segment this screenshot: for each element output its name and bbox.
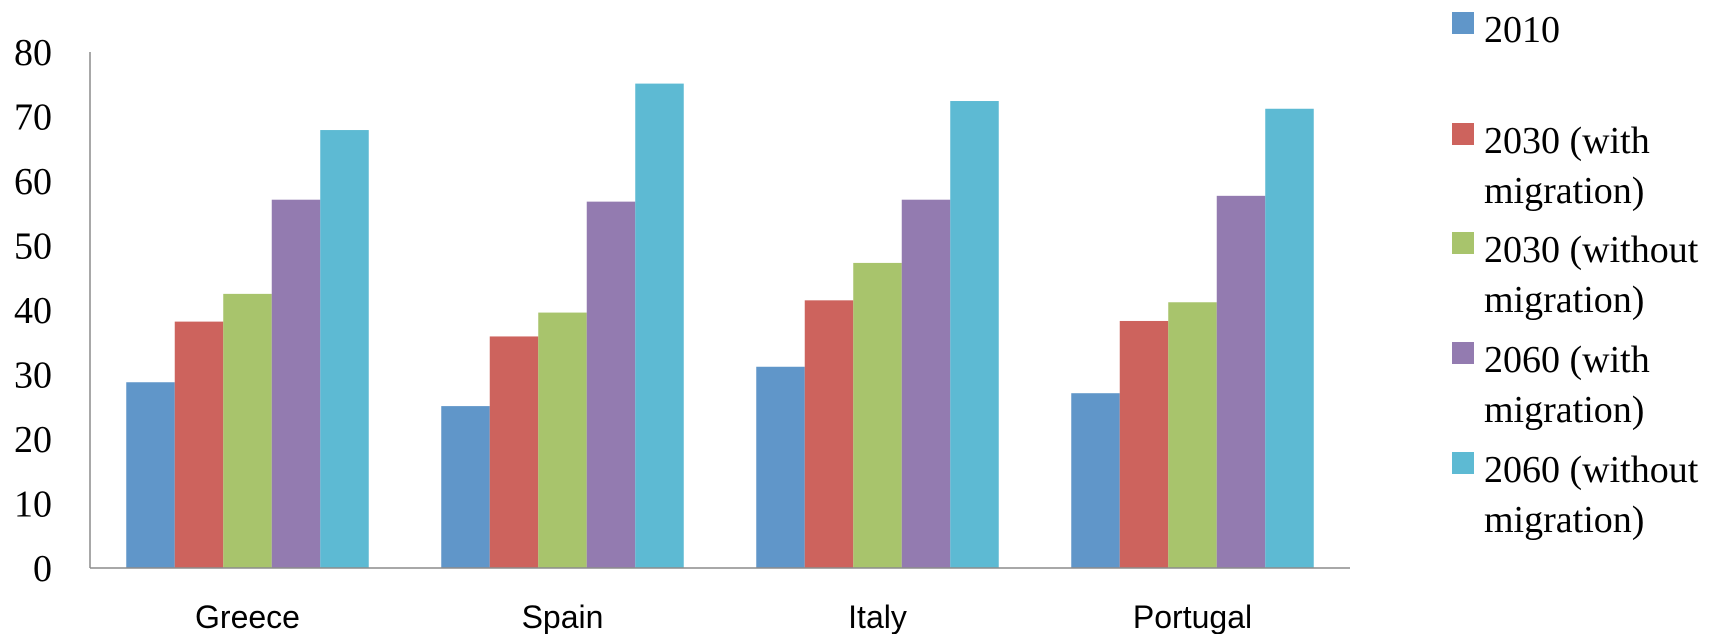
legend-label: 2060 (with bbox=[1484, 339, 1650, 381]
y-tick-label: 0 bbox=[33, 548, 52, 590]
bar-italy-series-2 bbox=[804, 300, 854, 568]
y-tick-label: 50 bbox=[14, 226, 52, 268]
legend: 2010 2030 (with migration) 2030 (without mig… bbox=[1452, 9, 1699, 541]
bar-spain-series-3 bbox=[538, 312, 587, 568]
bar-greece-series-1 bbox=[126, 382, 175, 568]
legend-label: 2010 bbox=[1484, 9, 1560, 51]
legend-swatch bbox=[1452, 232, 1474, 254]
bar-greece-series-4 bbox=[271, 199, 321, 568]
bars bbox=[126, 83, 1314, 569]
y-tick-label: 10 bbox=[14, 484, 52, 526]
legend-label: 2060 (without bbox=[1484, 449, 1699, 491]
bar-portugal-series-2 bbox=[1119, 320, 1169, 568]
bar-spain-series-5 bbox=[635, 83, 684, 568]
legend-label: migration) bbox=[1484, 499, 1644, 541]
x-category-label: Spain bbox=[522, 599, 604, 634]
bar-portugal-series-1 bbox=[1071, 393, 1120, 568]
legend-label: migration) bbox=[1484, 389, 1644, 431]
y-tick-label: 60 bbox=[14, 161, 52, 203]
legend-swatch bbox=[1452, 342, 1474, 364]
legend-label: 2030 (with bbox=[1484, 120, 1650, 162]
x-category-label: Italy bbox=[848, 599, 907, 634]
bar-italy-series-1 bbox=[756, 366, 805, 568]
legend-swatch bbox=[1452, 123, 1474, 145]
bar-greece-series-3 bbox=[223, 293, 272, 568]
bar-italy-series-4 bbox=[901, 199, 951, 568]
bar-italy-series-5 bbox=[950, 101, 999, 569]
x-category-label: Portugal bbox=[1133, 599, 1252, 634]
x-category-label: Greece bbox=[195, 599, 300, 634]
bar-spain-series-1 bbox=[441, 406, 490, 568]
bar-portugal-series-4 bbox=[1216, 195, 1266, 568]
legend-swatch bbox=[1452, 452, 1474, 474]
y-tick-label: 70 bbox=[14, 97, 52, 139]
legend-label: 2030 (without bbox=[1484, 229, 1699, 271]
bar-greece-series-2 bbox=[174, 321, 224, 568]
legend-label: migration) bbox=[1484, 279, 1644, 321]
bar-portugal-series-5 bbox=[1265, 108, 1314, 568]
y-tick-label: 20 bbox=[14, 419, 52, 461]
bar-italy-series-3 bbox=[853, 262, 902, 568]
bar-spain-series-2 bbox=[489, 336, 539, 568]
legend-swatch bbox=[1452, 12, 1474, 34]
x-axis-categories: Greece Spain Italy Portugal bbox=[195, 599, 1252, 635]
y-tick-label: 40 bbox=[14, 290, 52, 332]
legend-label: migration) bbox=[1484, 170, 1644, 212]
y-tick-label: 80 bbox=[14, 32, 52, 74]
bar-portugal-series-3 bbox=[1168, 302, 1217, 568]
bar-greece-series-5 bbox=[320, 130, 369, 569]
y-axis: 0 10 20 30 40 50 60 70 80 bbox=[14, 32, 52, 590]
bar-spain-series-4 bbox=[586, 201, 636, 568]
y-tick-label: 30 bbox=[14, 355, 52, 397]
